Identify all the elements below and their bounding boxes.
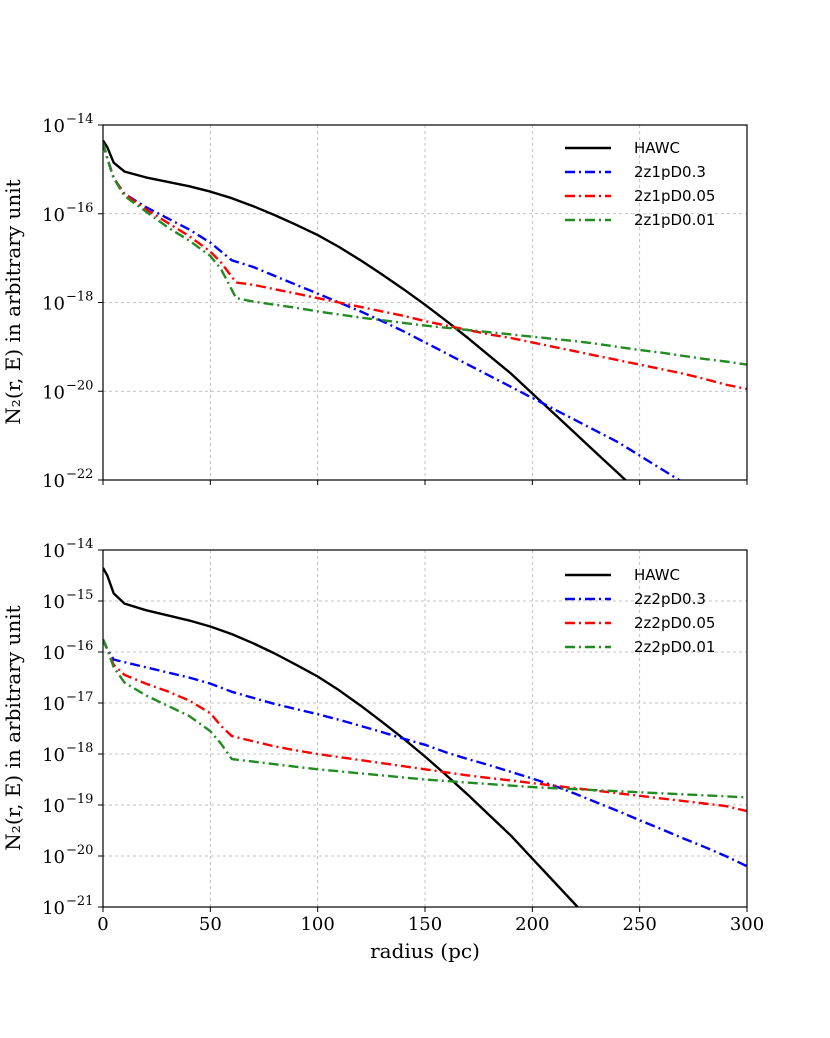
panel-1-y-tick-label: 10 [42,116,65,137]
panel-2-series-2z2pd0-3 [103,638,747,868]
panel-2-legend-label: 2z2pD0.3 [634,590,706,608]
panel-2-y-tick-label: 10 [42,643,65,664]
panel-2-y-tick-label: 10 [42,541,65,562]
panel-2-y-tick-exponent: −14 [66,537,93,552]
panel-1-legend: HAWC 2z1pD0.3 2z1pD0.05 2z1pD0.01 [565,139,715,229]
panel-1-y-tick-exponent: −18 [66,290,93,305]
panel-2-y-tick-label: 10 [42,898,65,919]
panel-1-y-tick-exponent: −14 [66,112,93,127]
panel-2-y-tick-exponent: −21 [66,894,93,909]
panel-2-y-tick-exponent: −18 [66,741,93,756]
panel-1-legend-label: 2z1pD0.05 [634,187,715,205]
panel-2-x-tick-label: 250 [622,914,656,935]
panel-2-y-axis-label: N₂(r, E) in arbitrary unit [1,605,25,850]
panel-1-y-tick-label: 10 [42,471,65,492]
panel-2-legend: HAWC 2z2pD0.3 2z2pD0.05 2z2pD0.01 [565,566,715,656]
panel-2-x-tick-label: 100 [300,914,334,935]
panel-2-series-group [103,567,747,907]
panel-2-y-tick-label: 10 [42,694,65,715]
panel-1-series-2z1pd0-01 [103,142,747,366]
panel-1-y-tick-exponent: −22 [66,467,93,482]
panel-2-x-tick-label: 0 [97,914,108,935]
panel-2-y-tick-label: 10 [42,745,65,766]
panel-1-legend-label: 2z1pD0.3 [634,163,706,181]
panel-1-series-hawc [103,139,628,480]
panel-2-legend-label: 2z2pD0.05 [634,614,715,632]
panel-2-x-axis-label: radius (pc) [370,939,480,963]
panel-1-y-tick-exponent: −16 [66,201,93,216]
panel-1-y-tick-label: 10 [42,294,65,315]
panel-2-y-tick-label: 10 [42,796,65,817]
panel-2-y-tick-exponent: −16 [66,639,93,654]
panel-1-y-tick-exponent: −20 [66,378,93,393]
panel-1-y-tick-label: 10 [42,382,65,403]
panel-2-legend-label: HAWC [634,566,680,584]
panel-1-legend-label: HAWC [634,139,680,157]
panel-2-x-tick-label: 150 [408,914,442,935]
panel-2-y-tick-exponent: −19 [66,792,93,807]
panel-2-series-2z2pd0-01 [103,638,747,799]
panel-2-y-tick-label: 10 [42,592,65,613]
panel-1-series-group [103,139,747,480]
panel-2-x-tick-label: 300 [730,914,764,935]
panel-1-y-tick-label: 10 [42,205,65,226]
panel-2-series-2z2pd0-05 [103,638,747,813]
panel-2-y-tick-exponent: −17 [66,690,93,705]
panel-2-y-tick-exponent: −15 [66,588,93,603]
panel-2-x-tick-label: 50 [199,914,222,935]
panel-2-chart: 0 50 100 150 200 250 30010−1410−1510−1610−1710… [1,537,764,963]
panel-2-legend-label: 2z2pD0.01 [634,638,715,656]
panel-2-y-tick-exponent: −20 [66,843,93,858]
panel-2-x-tick-label: 200 [515,914,549,935]
panel-1-y-axis-label: N₂(r, E) in arbitrary unit [1,179,25,424]
panel-2-series-hawc [103,567,580,907]
panel-2-y-tick-label: 10 [42,847,65,868]
panel-1-legend-label: 2z1pD0.01 [634,211,715,229]
panel-1-series-2z1pd0-05 [103,142,747,391]
